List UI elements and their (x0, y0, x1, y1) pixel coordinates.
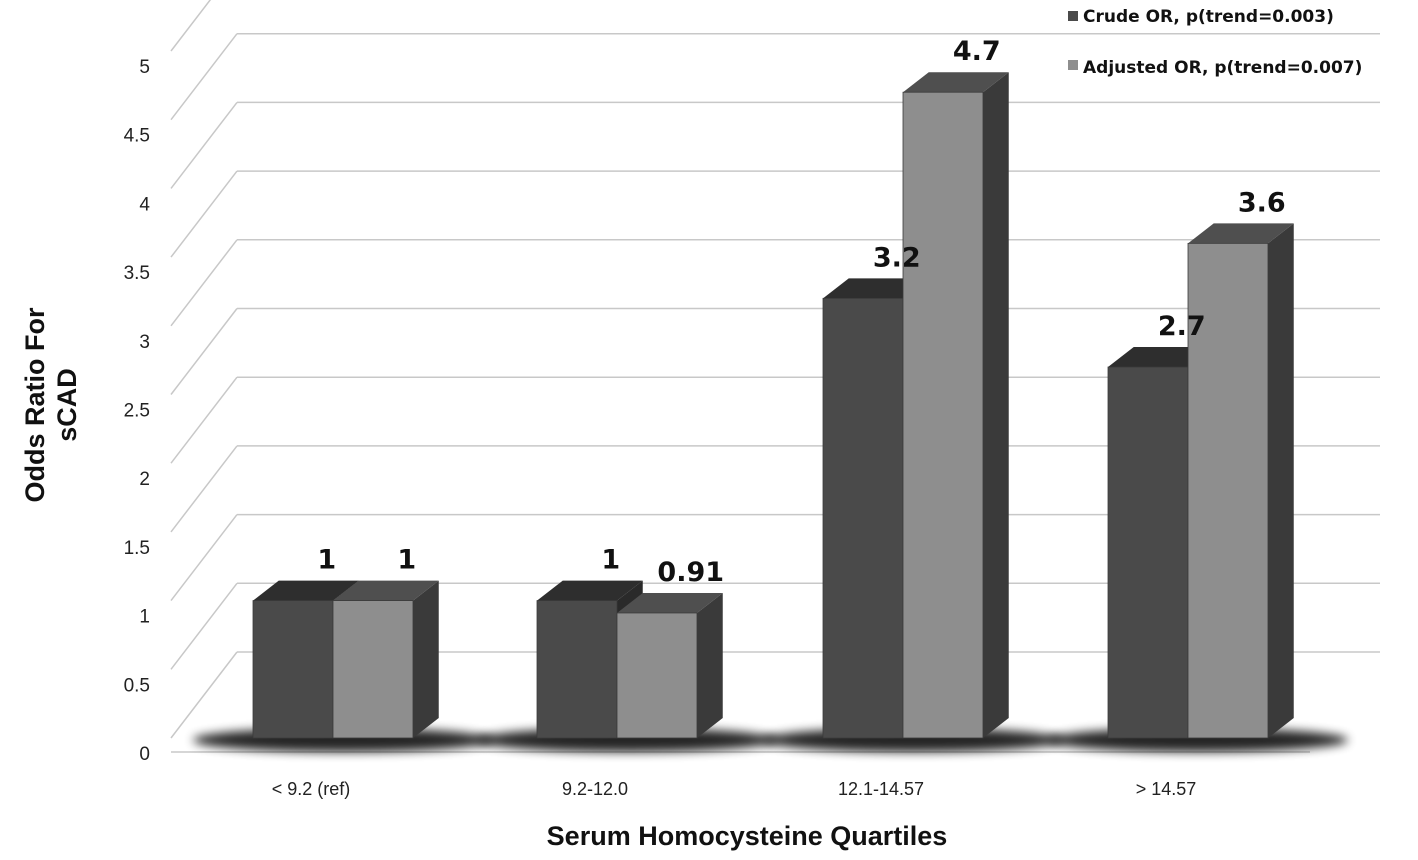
bar-adjusted-or-9-2-ref (332, 580, 439, 739)
y-tick-3-5: 3.5 (124, 263, 150, 284)
x-tick-12-1-14-57: 12.1-14.57 (838, 779, 924, 799)
grid-diagonal-1 (170, 582, 238, 670)
bar-adjusted-or-12-1-14-57-top (903, 72, 1009, 93)
bar-adjusted-or-14-57-front (1187, 242, 1269, 739)
y-axis-title-line-2: sCAD (52, 368, 82, 442)
x-axis-ticks: < 9.2 (ref) 9.2-12.0 12.1-14.57 > 14.57 (272, 779, 1197, 799)
grid-diagonal-6 (170, 239, 238, 327)
bar-adjusted-or-9-2-ref-top (333, 580, 439, 601)
y-axis-ticks: 0 0.5 1 1.5 2 2.5 3 3.5 4 4.5 5 (124, 57, 151, 765)
data-label-crude-or-14-57: 2.7 (1158, 311, 1206, 342)
bar-adjusted-or-12-1-14-57-side (983, 72, 1009, 739)
bar-adjusted-or-12-1-14-57-front (902, 91, 984, 739)
bar-crude-or-9-2-ref-top (253, 580, 359, 601)
grid-diagonal-3 (170, 445, 238, 533)
data-labels: 1 1 1 0.91 3.2 4.7 2.7 3.6 (317, 36, 1285, 588)
bar-crude-or-12-1-14-57-top (823, 278, 929, 299)
y-tick-3: 3 (139, 332, 150, 353)
legend: Crude OR, p(trend=0.003) Adjusted OR, p(… (1068, 7, 1362, 78)
grid-diagonal-8 (170, 101, 238, 189)
bar-crude-or-9-2-ref-front (252, 600, 334, 739)
data-label-adjusted-or-9-2-12-0: 0.91 (657, 557, 724, 588)
data-label-crude-or-12-1-14-57: 3.2 (873, 242, 921, 273)
bar-crude-or-14-57-top (1108, 347, 1214, 368)
y-tick-2-5: 2.5 (124, 401, 150, 422)
bar-adjusted-or-14-57-top (1188, 223, 1294, 244)
data-label-adjusted-or-9-2-ref: 1 (397, 545, 416, 576)
grid-diagonal-2 (170, 514, 238, 602)
data-label-adjusted-or-14-57: 3.6 (1238, 187, 1286, 218)
bar-adjusted-or-9-2-12-0-top (617, 592, 723, 613)
data-label-crude-or-9-2-12-0: 1 (601, 545, 620, 576)
y-tick-2: 2 (139, 469, 150, 490)
y-tick-0-5: 0.5 (124, 675, 150, 696)
bar-adjusted-or-12-1-14-57 (902, 72, 1009, 739)
y-tick-1: 1 (139, 607, 150, 628)
y-tick-1-5: 1.5 (124, 538, 150, 559)
y-tick-4-5: 4.5 (124, 126, 150, 147)
y-tick-0: 0 (139, 744, 150, 765)
bar-crude-or-12-1-14-57-front (822, 297, 904, 739)
x-axis-title: Serum Homocysteine Quartiles (547, 821, 948, 851)
bar-adjusted-or-9-2-ref-front (332, 600, 414, 739)
bar-crude-or-9-2-12-0-top (537, 580, 643, 601)
bars (252, 72, 1294, 739)
bar-adjusted-or-14-57 (1187, 223, 1294, 739)
y-tick-5: 5 (139, 57, 150, 78)
bar-adjusted-or-9-2-ref-side (413, 580, 439, 738)
legend-swatch-adjusted (1068, 60, 1078, 70)
grid-diagonal-7 (170, 170, 238, 258)
x-tick-9-2-ref: < 9.2 (ref) (272, 779, 351, 799)
bar-adjusted-or-9-2-12-0-side (697, 592, 723, 738)
bar-crude-or-14-57-front (1107, 366, 1189, 739)
grid-diagonal-9 (170, 33, 238, 121)
x-tick-14-57: > 14.57 (1136, 779, 1197, 799)
data-label-crude-or-9-2-ref: 1 (317, 545, 336, 576)
grid-diagonal-10 (170, 0, 212, 52)
bar-adjusted-or-14-57-side (1268, 223, 1294, 739)
grid-diagonal-4 (170, 376, 238, 464)
y-axis-title-line-1: Odds Ratio For (20, 307, 50, 502)
y-axis-title: Odds Ratio For sCAD (20, 307, 82, 502)
x-tick-9-2-12-0: 9.2-12.0 (562, 779, 628, 799)
bar-adjusted-or-9-2-12-0 (616, 592, 723, 739)
legend-label-adjusted: Adjusted OR, p(trend=0.007) (1083, 58, 1362, 78)
y-tick-4: 4 (139, 194, 150, 215)
legend-swatch-crude (1068, 11, 1078, 21)
grid-diagonal-0 (170, 651, 238, 739)
legend-label-crude: Crude OR, p(trend=0.003) (1083, 7, 1334, 27)
bar-crude-or-9-2-12-0-front (536, 600, 618, 739)
grid-diagonal-5 (170, 308, 238, 395)
data-label-adjusted-or-12-1-14-57: 4.7 (953, 36, 1001, 67)
bar-adjusted-or-9-2-12-0-front (616, 612, 698, 739)
